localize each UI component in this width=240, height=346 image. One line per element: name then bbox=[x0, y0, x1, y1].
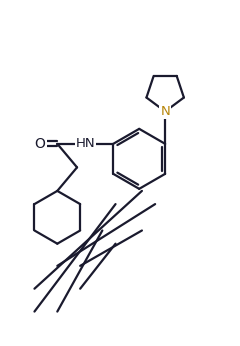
Text: N: N bbox=[160, 105, 170, 118]
Text: HN: HN bbox=[76, 137, 96, 151]
Text: O: O bbox=[35, 137, 45, 151]
